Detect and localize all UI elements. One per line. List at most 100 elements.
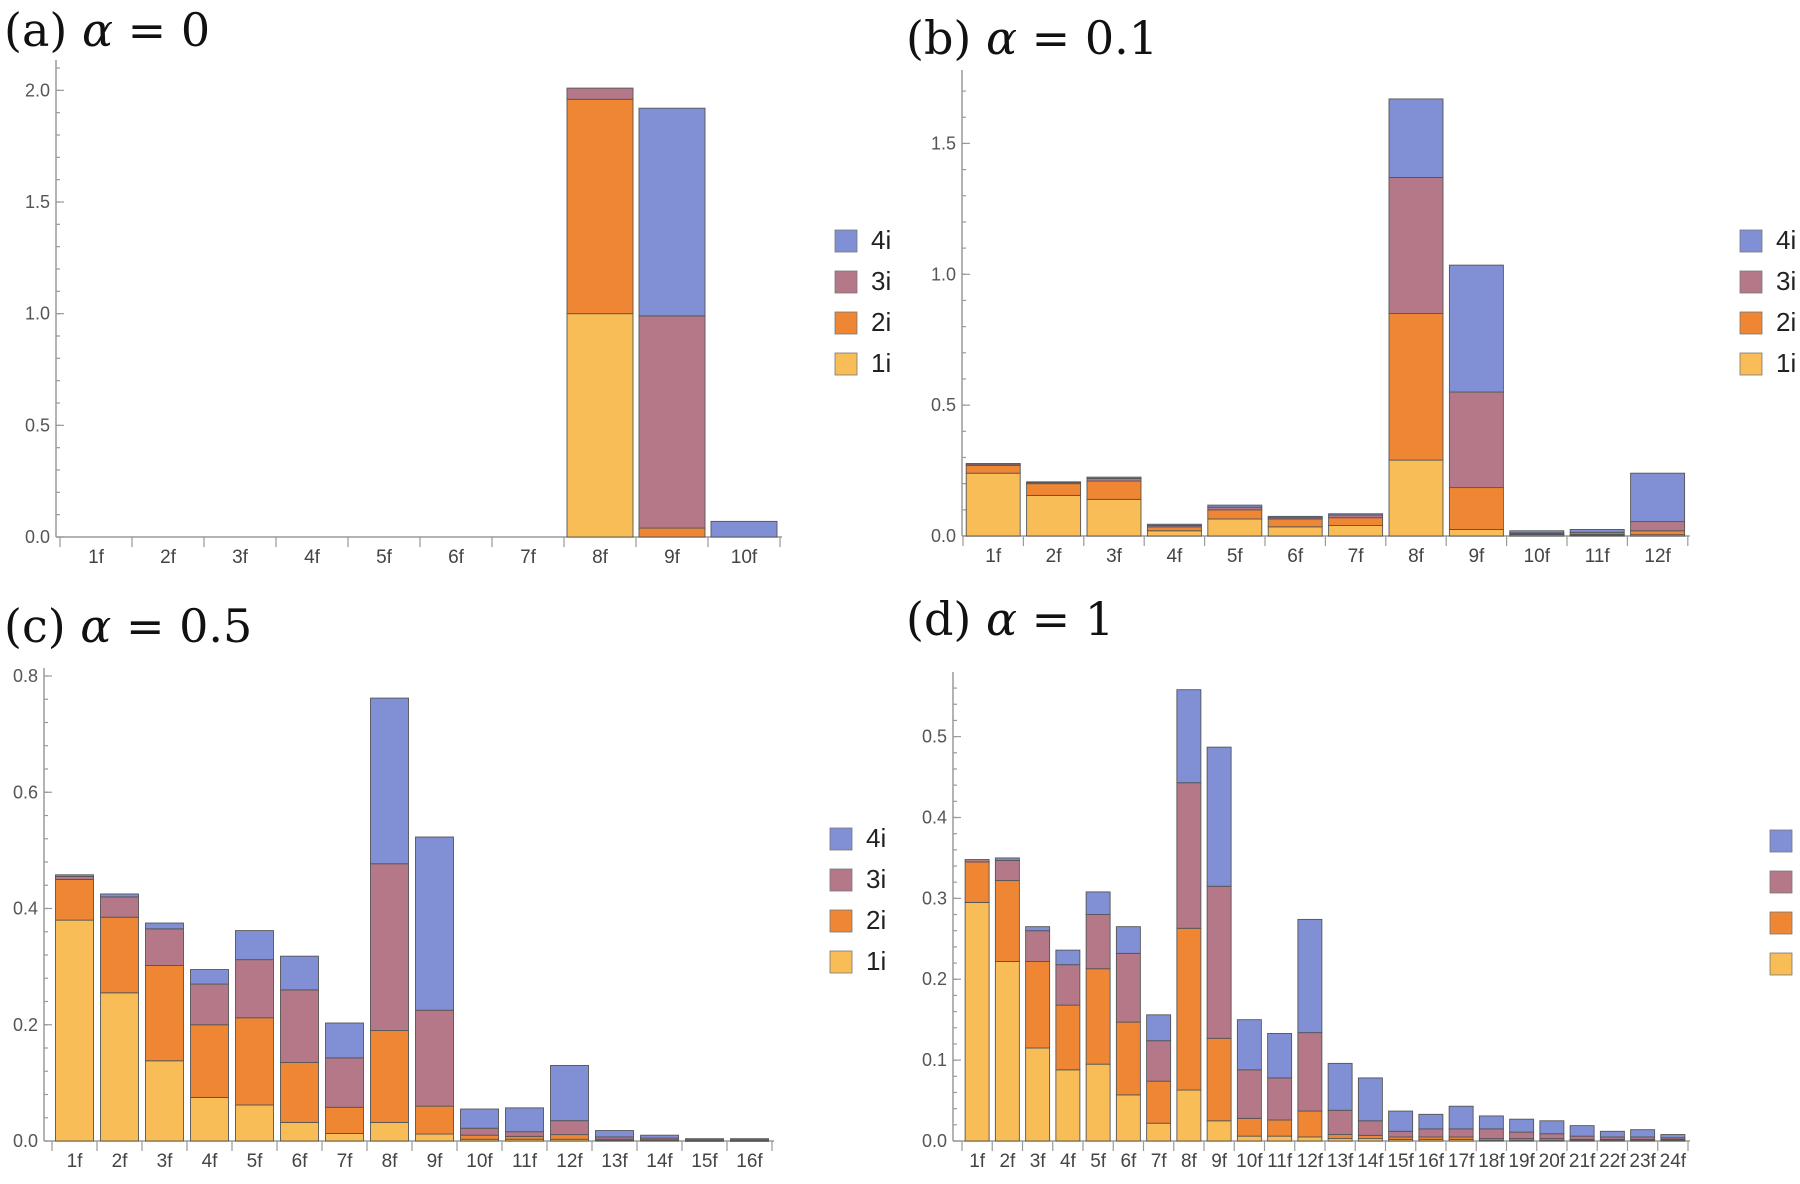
- bar-4f-4i: [1055, 949, 1081, 966]
- x-tick-label: 11f: [512, 1151, 538, 1172]
- y-tick-label: 0.3: [922, 888, 947, 908]
- legend-label-3i: 3i: [871, 266, 891, 296]
- x-tick-label: 3f: [157, 1151, 174, 1172]
- bar-5f-1i: [1085, 1063, 1111, 1142]
- bar-3f-2i: [1086, 480, 1142, 500]
- bar-18f-3i: [1478, 1128, 1504, 1140]
- y-tick-label: 0.1: [922, 1050, 947, 1070]
- x-tick-label: 8f: [382, 1151, 399, 1172]
- bar-5f-2i: [1207, 509, 1263, 520]
- x-tick-label: 5f: [1090, 1151, 1107, 1172]
- legend-label-1i: 1i: [1776, 348, 1796, 378]
- bar-9f-1i: [1448, 529, 1504, 537]
- bar-11f-4i: [1569, 529, 1625, 533]
- bar-9f-4i: [638, 107, 706, 317]
- x-tick-label: 6f: [292, 1151, 309, 1172]
- bar-7f-1i: [1328, 525, 1384, 537]
- y-tick-label: 0.2: [13, 1015, 38, 1035]
- bar-16f-4i: [1418, 1113, 1444, 1130]
- x-tick-label: 6f: [1287, 546, 1304, 567]
- x-tick-label: 10f: [466, 1151, 493, 1172]
- bar-8f-1i: [1176, 1089, 1202, 1142]
- bar-10f-2i: [1236, 1117, 1262, 1137]
- bar-4f-2i: [190, 1024, 229, 1098]
- bar-4f-3i: [190, 983, 229, 1026]
- y-tick-label: 0.0: [922, 1131, 947, 1151]
- bar-19f-4i: [1509, 1118, 1535, 1133]
- bar-7f-2i: [1146, 1080, 1172, 1124]
- bar-7f-4i: [1146, 1014, 1172, 1042]
- legend-label-4i: 4i: [866, 823, 886, 853]
- y-tick-label: 0.0: [25, 527, 50, 547]
- x-tick-label: 9f: [1211, 1151, 1228, 1172]
- legend-swatch-1i: [834, 352, 858, 376]
- bar-20f-4i: [1539, 1120, 1565, 1135]
- bar-6f-3i: [280, 989, 319, 1063]
- bar-2f-2i: [994, 880, 1020, 962]
- x-tick-label: 8f: [592, 547, 609, 568]
- bar-1f-1i: [964, 901, 990, 1142]
- bar-1f-1i: [55, 919, 94, 1142]
- bar-13f-3i: [1327, 1109, 1353, 1135]
- bar-3f-4i: [145, 922, 184, 930]
- bar-4f-4i: [190, 969, 229, 985]
- bar-8f-1i: [370, 1121, 409, 1142]
- bar-8f-1i: [1388, 459, 1444, 537]
- legend-swatch-3i: [1739, 270, 1763, 294]
- bar-13f-4i: [595, 1130, 634, 1138]
- x-tick-label: 13f: [1327, 1151, 1354, 1172]
- x-tick-label: 15f: [1387, 1151, 1414, 1172]
- bar-4f-2i: [1055, 1004, 1081, 1071]
- legend-swatch-2i: [1769, 911, 1793, 935]
- bar-4f-2i: [1146, 526, 1202, 532]
- bar-14f-4i: [640, 1134, 679, 1139]
- bar-3f-1i: [1025, 1047, 1051, 1142]
- y-tick-label: 0.6: [13, 782, 38, 802]
- y-tick-label: 1.0: [931, 264, 956, 284]
- bar-8f-2i: [370, 1030, 409, 1123]
- bar-5f-2i: [235, 1017, 274, 1106]
- bar-20f-3i: [1539, 1133, 1565, 1140]
- x-tick-label: 17f: [1448, 1151, 1475, 1172]
- bar-11f-3i: [505, 1131, 544, 1137]
- panel-title: (a) α = 0: [4, 3, 210, 57]
- bar-9f-3i: [1448, 391, 1504, 489]
- bar-2f-4i: [994, 857, 1020, 861]
- bar-5f-4i: [235, 930, 274, 961]
- bar-8f-4i: [1388, 98, 1444, 178]
- bar-2f-1i: [1026, 494, 1082, 537]
- x-tick-label: 9f: [427, 1151, 444, 1172]
- bar-4f-3i: [1055, 964, 1081, 1006]
- legend-label-4i: 4i: [871, 225, 891, 255]
- bar-7f-4i: [325, 1022, 364, 1059]
- bar-2f-3i: [994, 859, 1020, 882]
- bar-4f-4i: [1146, 523, 1202, 526]
- panel-title: (d) α = 1: [906, 592, 1114, 646]
- legend-swatch-3i: [1769, 870, 1793, 894]
- x-tick-label: 4f: [1166, 546, 1183, 567]
- bar-12f-2i: [550, 1134, 589, 1140]
- bar-3f-1i: [1086, 498, 1142, 537]
- x-tick-label: 6f: [1120, 1151, 1137, 1172]
- x-tick-label: 3f: [1106, 546, 1123, 567]
- x-tick-label: 18f: [1478, 1151, 1505, 1172]
- x-tick-label: 3f: [232, 547, 249, 568]
- bar-6f-4i: [1267, 515, 1323, 519]
- bar-1f-2i: [964, 861, 990, 903]
- x-tick-label: 8f: [1408, 546, 1425, 567]
- x-tick-label: 8f: [1181, 1151, 1198, 1172]
- bar-12f-2i: [1630, 530, 1686, 536]
- bar-3f-2i: [145, 965, 184, 1062]
- legend-label-2i: 2i: [866, 905, 886, 935]
- bar-4f-1i: [1055, 1069, 1081, 1142]
- bar-9f-2i: [1448, 487, 1504, 530]
- bar-5f-1i: [235, 1104, 274, 1142]
- bar-5f-4i: [1207, 504, 1263, 508]
- bar-9f-4i: [1206, 746, 1232, 887]
- bar-8f-3i: [370, 863, 409, 1032]
- legend-swatch-2i: [834, 311, 858, 335]
- bar-8f-3i: [1176, 782, 1202, 929]
- y-tick-label: 0.5: [922, 727, 947, 747]
- x-tick-label: 12f: [1644, 546, 1671, 567]
